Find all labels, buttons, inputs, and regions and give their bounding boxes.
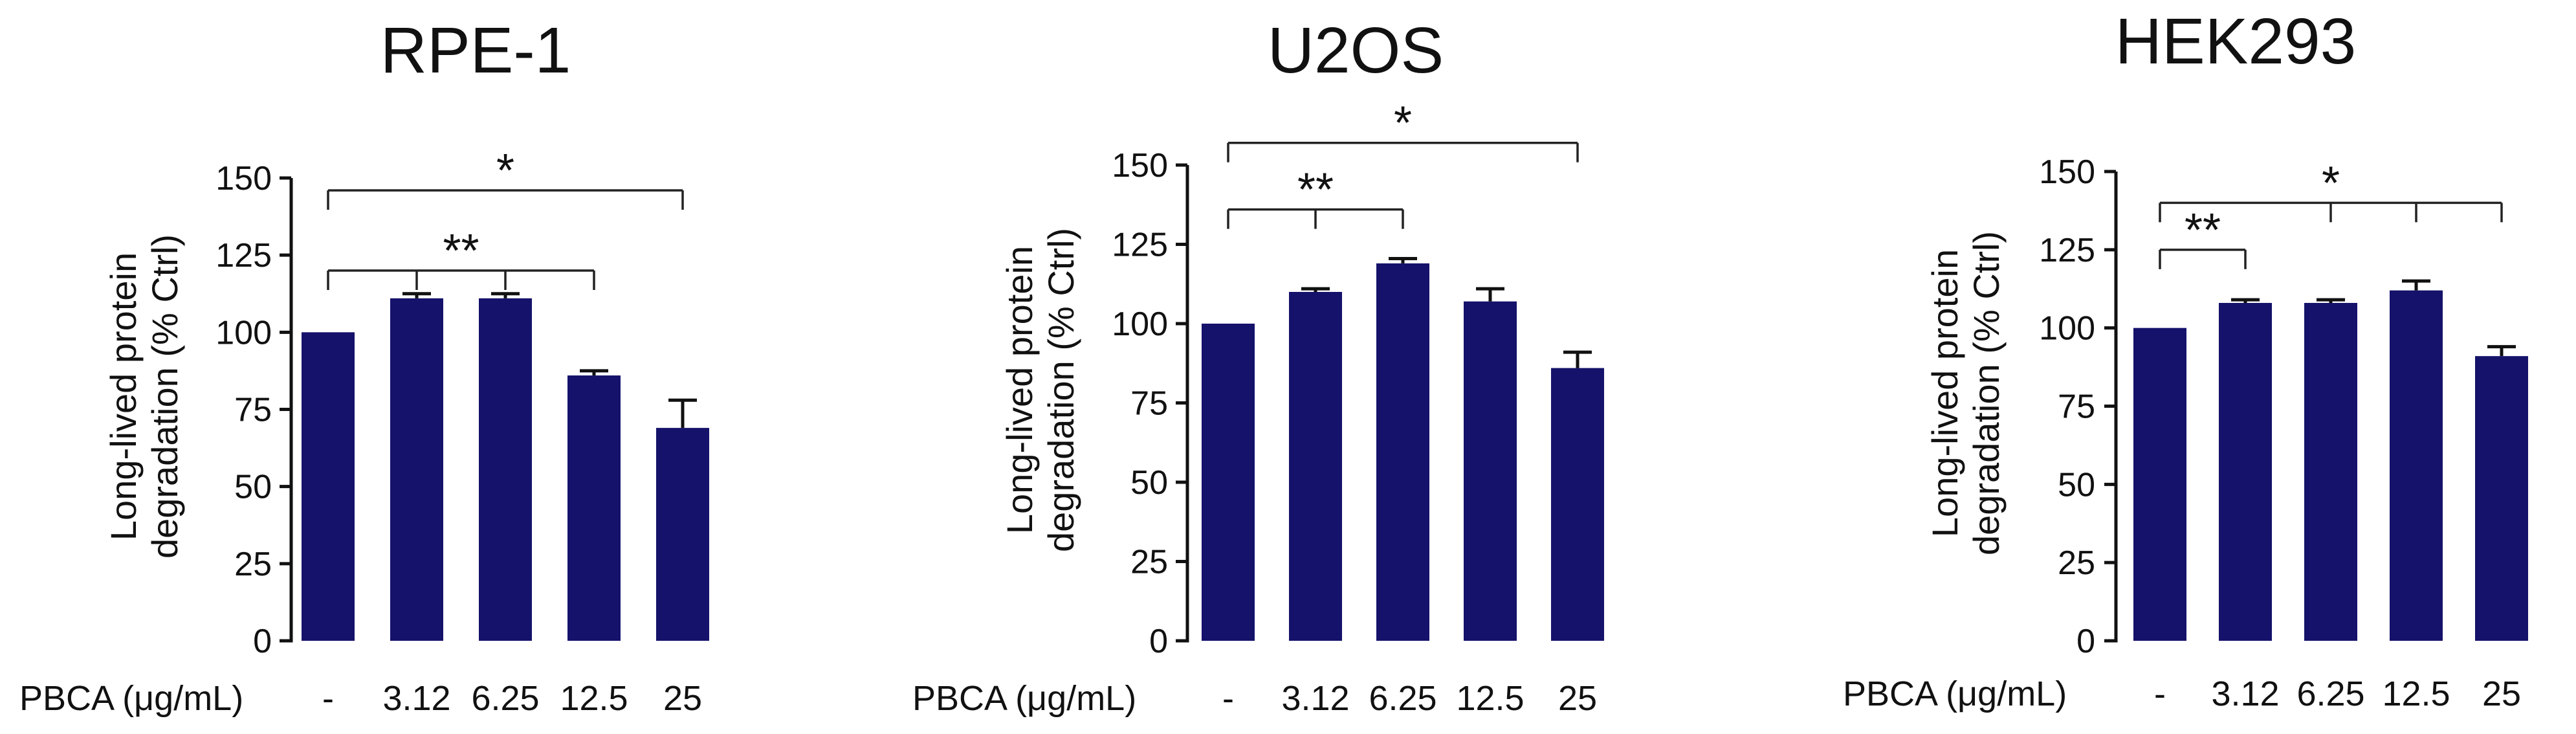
chart-title: RPE-1 — [380, 14, 571, 87]
y-tick-label: 50 — [1130, 464, 1168, 502]
bar — [390, 298, 443, 641]
y-axis-label: Long-lived proteindegradation (% Ctrl) — [103, 234, 185, 559]
y-tick-label: 25 — [1130, 544, 1168, 581]
x-tick-label: - — [322, 679, 334, 718]
y-tick-label: 125 — [2039, 232, 2095, 269]
x-tick-label: 12.5 — [560, 679, 628, 718]
x-tick-label: 25 — [1558, 679, 1597, 718]
x-axis-label: PBCA (μg/mL) — [1843, 674, 2067, 713]
x-tick-label: 6.25 — [471, 679, 539, 718]
bar — [1376, 263, 1429, 641]
bar — [1551, 368, 1604, 641]
x-tick-label: 6.25 — [1369, 679, 1437, 718]
y-tick-label: 150 — [1112, 147, 1168, 184]
significance-label: * — [496, 145, 514, 197]
bar — [567, 375, 621, 641]
significance-label: ** — [2185, 205, 2221, 256]
significance-label: ** — [1297, 164, 1334, 216]
y-tick-label: 75 — [2058, 388, 2095, 426]
x-axis-label: PBCA (μg/mL) — [19, 679, 243, 718]
bar — [1464, 301, 1517, 641]
bar — [2133, 328, 2186, 641]
y-tick-label: 0 — [2076, 623, 2095, 660]
x-tick-label: 6.25 — [2296, 674, 2364, 713]
bar — [1289, 292, 1342, 641]
bar — [2304, 303, 2357, 641]
bar — [2475, 356, 2528, 641]
chart-title: HEK293 — [2115, 5, 2356, 78]
chart-title: U2OS — [1268, 14, 1444, 87]
x-tick-label: - — [1222, 679, 1234, 718]
significance-label: * — [2322, 157, 2340, 209]
bar — [1202, 324, 1255, 641]
y-tick-label: 0 — [253, 623, 272, 660]
y-tick-label: 50 — [2058, 466, 2095, 504]
y-tick-label: 125 — [1112, 227, 1168, 264]
y-tick-label: 75 — [234, 392, 272, 429]
chart-1: RPE-1 Long-lived proteindegradation (% Ct… — [19, 14, 709, 718]
y-tick-label: 100 — [2039, 310, 2095, 348]
y-axis-label: Long-lived proteindegradation (% Ctrl) — [1924, 231, 2007, 555]
y-axis-label: Long-lived proteindegradation (% Ctrl) — [999, 228, 1081, 552]
bar — [302, 332, 355, 641]
y-tick-label: 75 — [1130, 385, 1168, 423]
x-tick-label: 3.12 — [382, 679, 450, 718]
chart-3: HEK293 Long-lived proteindegradation (% C… — [1843, 5, 2528, 713]
x-axis-label: PBCA (μg/mL) — [912, 679, 1136, 718]
y-tick-label: 0 — [1149, 623, 1168, 660]
x-tick-label: 3.12 — [2211, 674, 2279, 713]
x-tick-label: 3.12 — [1281, 679, 1349, 718]
y-tick-label: 25 — [2058, 544, 2095, 582]
x-tick-label: 25 — [663, 679, 702, 718]
significance-label: * — [1394, 98, 1412, 150]
y-tick-label: 150 — [2039, 153, 2095, 191]
y-tick-label: 50 — [234, 469, 272, 506]
bar — [2390, 290, 2443, 641]
y-tick-label: 25 — [234, 546, 272, 583]
x-tick-label: 12.5 — [2382, 674, 2450, 713]
x-tick-label: 25 — [2482, 674, 2521, 713]
bar — [656, 428, 709, 641]
y-tick-label: 150 — [215, 160, 272, 197]
bar — [479, 298, 532, 641]
significance-label: ** — [443, 225, 479, 277]
y-tick-label: 100 — [215, 314, 272, 351]
x-tick-label: - — [2154, 674, 2166, 713]
x-tick-label: 12.5 — [1456, 679, 1524, 718]
y-tick-label: 125 — [215, 237, 272, 274]
y-tick-label: 100 — [1112, 306, 1168, 343]
chart-2: U2OS Long-lived proteindegradation (% Ctr… — [912, 14, 1604, 718]
bar — [2219, 303, 2272, 641]
